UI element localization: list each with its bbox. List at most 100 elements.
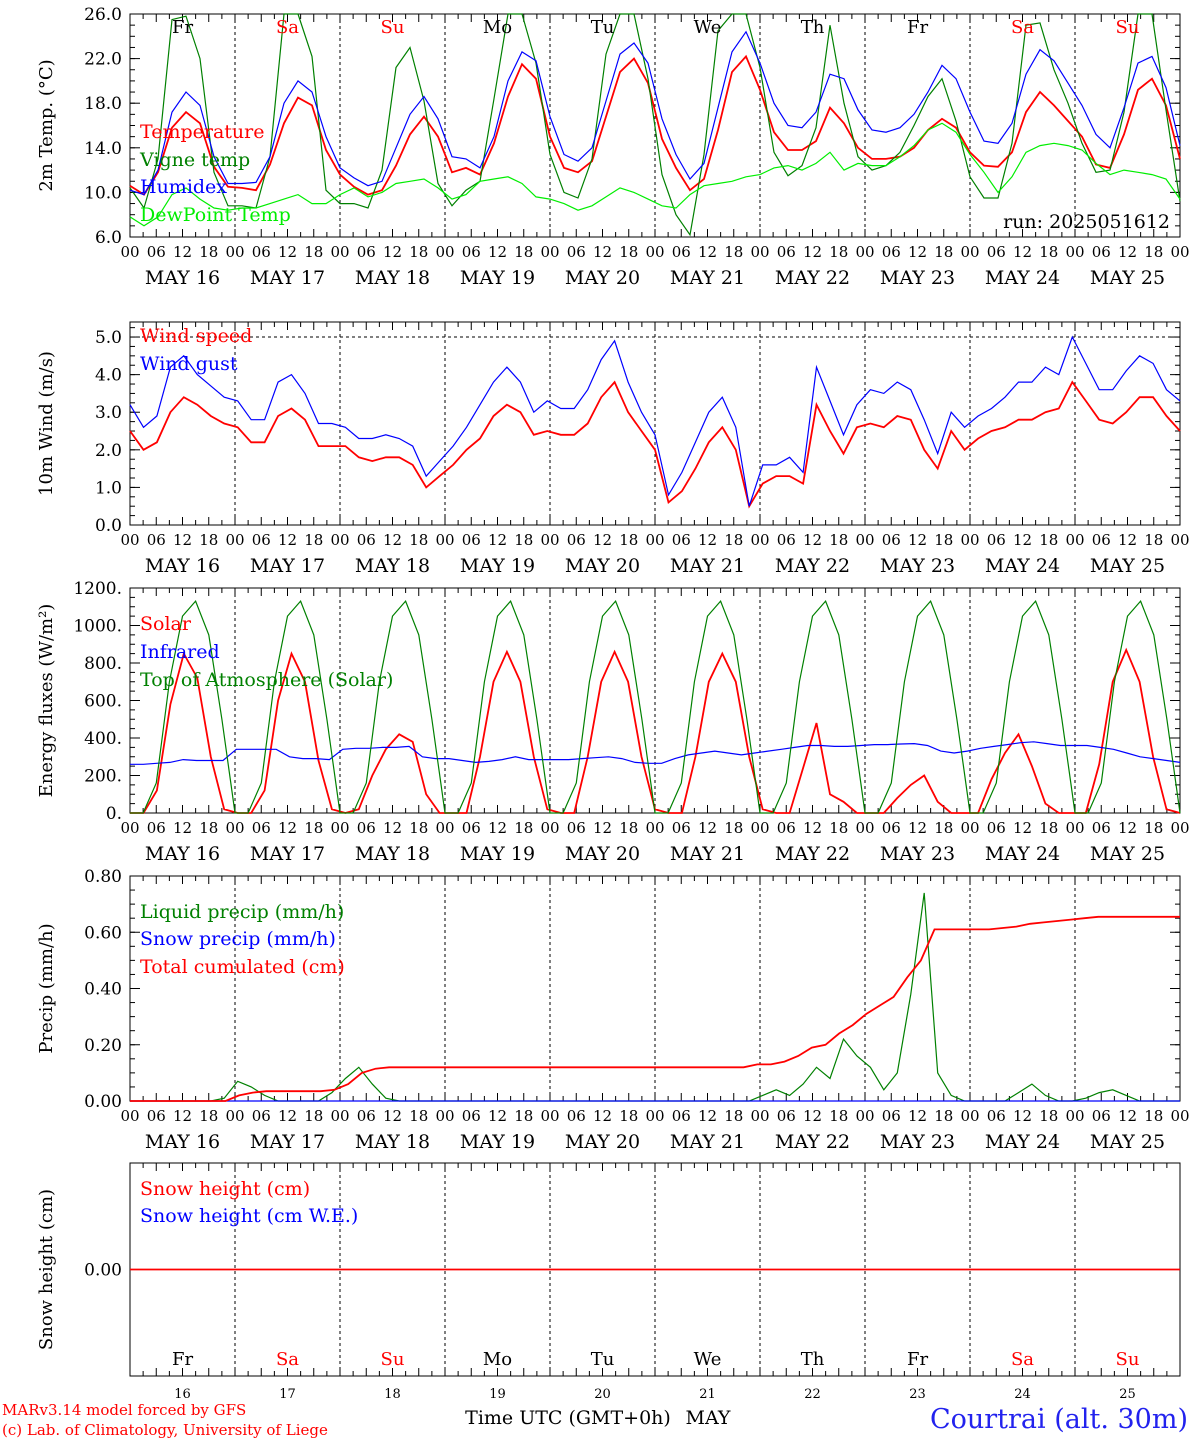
date-label: MAY 23 <box>880 1131 955 1153</box>
hour-label: 06 <box>777 531 796 549</box>
hour-label: 06 <box>777 819 796 837</box>
hour-label: 12 <box>698 1107 717 1125</box>
legend-entry: Solar <box>140 613 192 635</box>
date-label: MAY 16 <box>145 267 220 289</box>
hour-label: 18 <box>409 819 428 837</box>
day-number-label: 25 <box>1119 1387 1136 1402</box>
series-line-temperature <box>129 54 1181 196</box>
y-tick-label: 1000. <box>73 617 122 637</box>
hour-label: 06 <box>252 531 271 549</box>
hour-label: 00 <box>750 531 769 549</box>
date-label: MAY 25 <box>1090 555 1165 577</box>
hour-label: 18 <box>934 819 953 837</box>
hour-label: 00 <box>1170 243 1189 261</box>
hour-label: 06 <box>357 531 376 549</box>
hour-label: 00 <box>1065 1107 1084 1125</box>
date-label: MAY 17 <box>250 267 325 289</box>
hour-label: 18 <box>1039 819 1058 837</box>
hour-label: 12 <box>383 531 402 549</box>
hour-label: 06 <box>252 1107 271 1125</box>
series-line-humidex <box>129 30 1181 196</box>
hour-label: 18 <box>1144 531 1163 549</box>
legend-entry: Temperature <box>140 121 264 143</box>
date-label: MAY 24 <box>985 555 1060 577</box>
hour-label: 00 <box>540 243 559 261</box>
hour-label: 12 <box>803 243 822 261</box>
hour-label: 12 <box>803 531 822 549</box>
hour-label: 00 <box>750 1107 769 1125</box>
hour-label: 12 <box>173 531 192 549</box>
hour-label: 18 <box>199 243 218 261</box>
series-line-wind-gust <box>129 335 1181 507</box>
y-tick-label: 0.20 <box>84 1036 122 1056</box>
hour-label: 00 <box>225 531 244 549</box>
date-label: MAY 20 <box>565 267 640 289</box>
y-tick-label: 0.00 <box>84 1261 122 1281</box>
hour-label: 12 <box>1118 531 1137 549</box>
hour-label: 00 <box>645 531 664 549</box>
hour-label: 18 <box>1039 243 1058 261</box>
weekday-label: Sa <box>1011 17 1034 38</box>
day-number-label: 23 <box>909 1387 926 1402</box>
hour-label: 00 <box>330 243 349 261</box>
hour-label: 12 <box>173 1107 192 1125</box>
series-line-total-cumulated-cm- <box>130 915 1180 1102</box>
hour-label: 12 <box>803 1107 822 1125</box>
hour-label: 06 <box>567 531 586 549</box>
hour-label: 12 <box>1118 243 1137 261</box>
y-tick-label: 3.0 <box>95 403 122 423</box>
date-label: MAY 20 <box>565 555 640 577</box>
weekday-label: Tu <box>591 17 615 38</box>
y-axis-label: 10m Wind (m/s) <box>36 351 57 496</box>
hour-label: 18 <box>934 243 953 261</box>
hour-label: 18 <box>1144 243 1163 261</box>
weekday-label-bottom: Fr <box>907 1349 928 1370</box>
date-label: MAY 18 <box>355 267 430 289</box>
hour-label: 18 <box>724 243 743 261</box>
weekday-label: Sa <box>276 17 299 38</box>
hour-label: 12 <box>1013 243 1032 261</box>
y-tick-label: 0.80 <box>84 867 122 887</box>
hour-label: 12 <box>698 531 717 549</box>
hour-label: 12 <box>593 819 612 837</box>
y-tick-label: 400. <box>84 729 122 749</box>
y-tick-label: 1.0 <box>95 478 122 498</box>
legend-entry: Liquid precip (mm/h) <box>140 901 344 923</box>
hour-label: 00 <box>330 1107 349 1125</box>
hour-label: 12 <box>278 1107 297 1125</box>
y-tick-label: 0.0 <box>95 516 122 536</box>
hour-label: 18 <box>934 531 953 549</box>
y-tick-label: 1200. <box>73 579 122 599</box>
hour-label: 00 <box>1170 531 1189 549</box>
hour-label: 18 <box>199 531 218 549</box>
date-label: MAY 18 <box>355 843 430 865</box>
hour-label: 12 <box>173 243 192 261</box>
hour-label: 06 <box>147 243 166 261</box>
date-label: MAY 20 <box>565 1131 640 1153</box>
weekday-label-bottom: Su <box>381 1349 405 1370</box>
hour-label: 18 <box>304 819 323 837</box>
hour-label: 00 <box>855 531 874 549</box>
day-number-label: 19 <box>489 1387 506 1402</box>
hour-label: 12 <box>488 819 507 837</box>
run-label: run: 2025051612 <box>1003 211 1170 233</box>
hour-label: 06 <box>672 1107 691 1125</box>
hour-label: 12 <box>908 1107 927 1125</box>
date-label: MAY 22 <box>775 555 850 577</box>
hour-label: 12 <box>383 819 402 837</box>
y-tick-label: 800. <box>84 654 122 674</box>
date-label: MAY 16 <box>145 843 220 865</box>
hour-label: 12 <box>383 243 402 261</box>
hour-label: 06 <box>147 531 166 549</box>
hour-label: 12 <box>173 819 192 837</box>
hour-label: 18 <box>1039 531 1058 549</box>
date-label: MAY 24 <box>985 843 1060 865</box>
hour-label: 12 <box>1013 1107 1032 1125</box>
y-axis-label: Energy fluxes (W/m²) <box>36 604 57 798</box>
y-tick-label: 2.0 <box>95 441 122 461</box>
hour-label: 18 <box>409 243 428 261</box>
y-tick-label: 26.0 <box>84 5 122 25</box>
hour-label: 18 <box>304 243 323 261</box>
hour-label: 00 <box>435 1107 454 1125</box>
hour-label: 18 <box>514 1107 533 1125</box>
